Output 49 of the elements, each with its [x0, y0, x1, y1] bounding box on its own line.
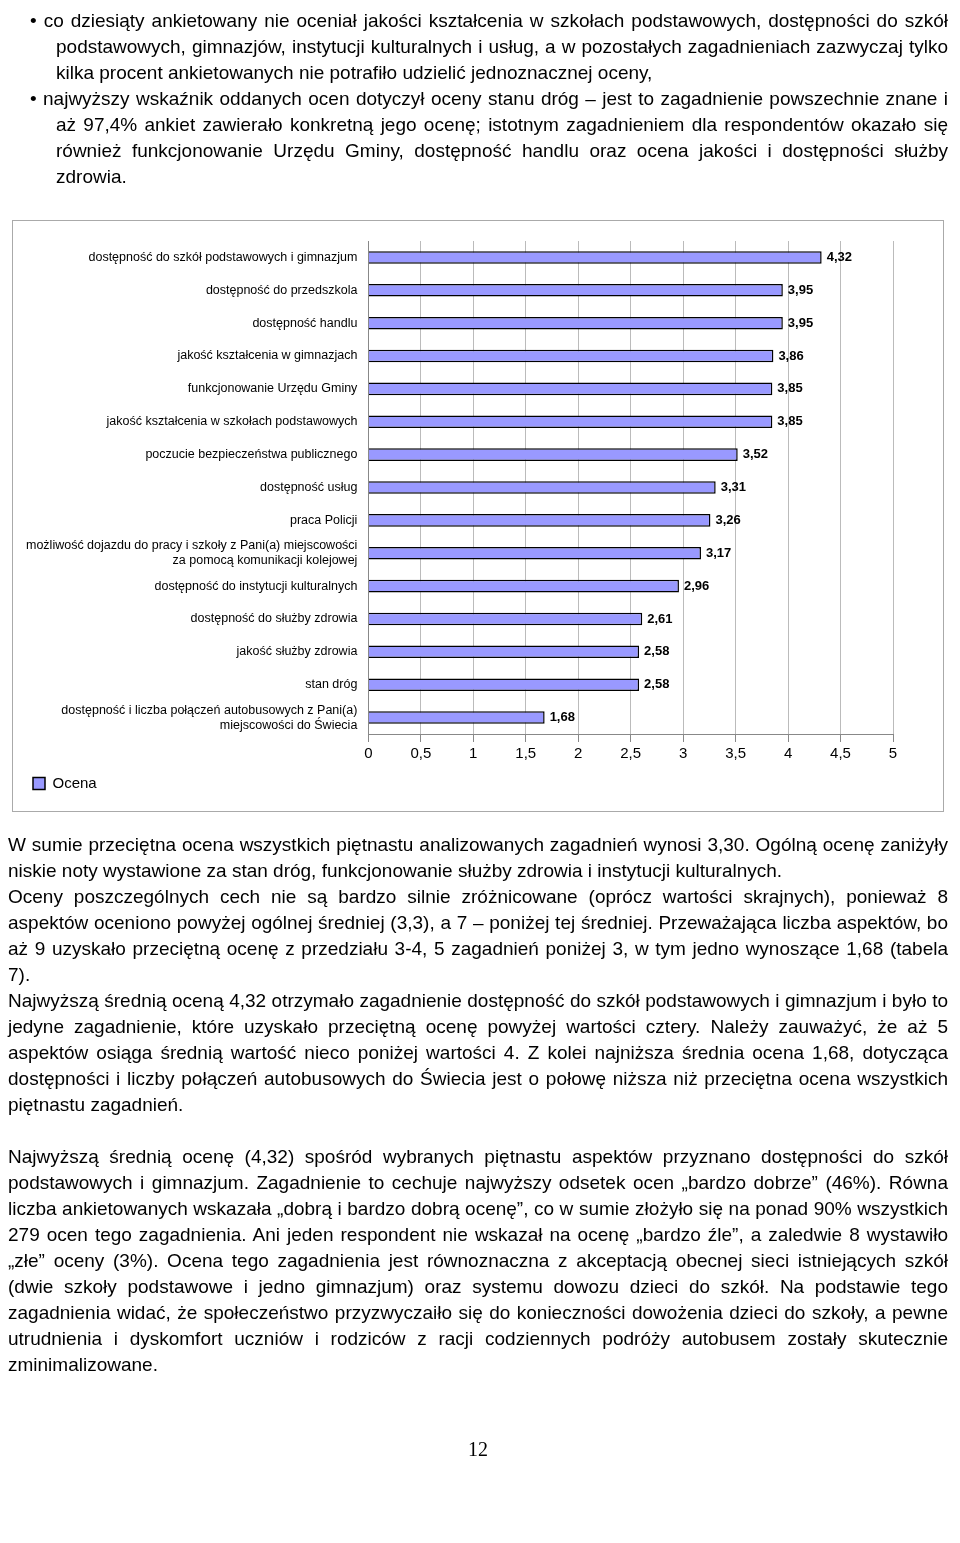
data-label: 3,95 [787, 281, 814, 297]
y-tick-label: dostępność do służby zdrowia [190, 611, 358, 626]
x-tick-label: 2,5 [620, 744, 642, 762]
y-tick-label: jakość służby zdrowia [235, 644, 358, 659]
data-label: 4,32 [826, 249, 852, 265]
text: • najwyższy wskaźnik oddanych ocen dotyczył oceny stanu dróg – jest to zagadnienie powszechnie znane i aż 97,4% ankiet zawierało konkretną jego ocenę; istotnym zagadnieniem dla respondentów okazało się również funkcjonowanie Urzędu Gminy, dostępność handlu oraz ocena jakości i dostępności służby zdrowia. [30, 87, 948, 189]
y-tick-label: praca Policji [289, 512, 358, 527]
data-label: 3,52 [742, 446, 769, 462]
text: 12 [467, 1438, 489, 1461]
y-tick-label: jakość kształcenia w szkołach podstawowych [105, 414, 358, 429]
data-label: 3,95 [787, 314, 814, 330]
y-tick-label: dostępność handlu [252, 315, 358, 330]
data-label: 3,86 [778, 347, 804, 363]
legend-label: Ocena [52, 773, 98, 791]
data-label: 2,58 [644, 676, 670, 692]
y-tick-label: dostępność do przedszkola [205, 282, 358, 297]
x-tick-label: 0 [364, 744, 373, 762]
x-tick-label: 4 [783, 744, 793, 762]
data-label: 2,61 [647, 610, 673, 626]
data-label: 3,31 [720, 479, 746, 495]
data-label: 3,85 [777, 380, 803, 396]
y-tick-label: jakość kształcenia w gimnazjach [176, 348, 358, 363]
y-tick-label: dostępność usług [260, 479, 358, 494]
y-tick-label: dostępność i liczba połączeń autobusowych z Pani(a) miejscowości do Świecia [61, 702, 358, 732]
data-label: 3,85 [777, 413, 803, 429]
text: Najwyższą średnią oceną 4,32 otrzymało zagadnienie dostępność do szkół podstawowych i gimnazjum i było to jedyne zagadnienie, które uzyskało przeciętną ocenę powyżej wartości cztery. Należy zauważyć, że aż 5 aspektów osiąga średnią wartość nieco poniżej wartości 4. Z kolei najniższa średnia ocena 1,68, dotycząca dostępności i liczby połączeń autobusowych do Świecia jest o połowę niższa niż przeciętna ocena wszystkich piętnastu zagadnień. [8, 989, 948, 1117]
y-tick-label: funkcjonowanie Urzędu Gminy [187, 381, 359, 396]
data-label: 1,68 [549, 709, 575, 725]
data-label: 3,17 [705, 544, 732, 560]
y-tick-label: dostępność do szkół podstawowych i gimnazjum [88, 249, 358, 264]
x-tick-label: 0,5 [410, 744, 432, 762]
x-tick-label: 2 [574, 744, 583, 762]
x-tick-label: 3 [678, 744, 688, 762]
data-label: 2,58 [644, 643, 670, 659]
y-tick-label: stan dróg [305, 677, 358, 692]
x-tick-label: 4,5 [830, 744, 851, 762]
x-tick-label: 5 [888, 744, 898, 762]
data-label: 2,96 [683, 577, 710, 593]
x-tick-label: 3,5 [725, 744, 747, 762]
text: • co dziesiąty ankietowany nie oceniał jakości kształcenia w szkołach podstawowych, dostępności do szkół podstawowych, gimnazjów, instytucji kulturalnych i usług, a w pozostałych zagadnieniach zazwyczaj tylko kilka procent ankietowanych nie potrafiło udzielić jednoznacznej oceny, [30, 9, 948, 85]
text: Najwyższą średnią ocenę (4,32) spośród wybranych piętnastu aspektów przyznano dostępności do szkół podstawowych i gimnazjum. Zagadnienie to cechuje najwyższy odsetek ocen „bardzo dobrze” (46%). Równa liczba ankietowanych wskazała „dobrą i bardzo dobrą ocenę”, co w sumie złożyło się na ponad 90% wszystkich 279 ocen tego zagadnienia. Ani jeden respondent nie wskazał na ocenę „bardzo źle”, a zaledwie 8 wystawiło „złe” oceny (3%). Ocena tego zagadnienia jest równoznaczna z akceptacją obecnej sieci istniejących szkół (dwie szkoły podstawowe i jedno gimnazjum) oraz systemu dowozu dzieci do szkół. Na podstawie tego zagadnienia widać, że społeczeństwo przyzwyczaiło się do konieczności dowożenia dzieci do szkoły, a pewne utrudnienia i dyskomfort uczniów i rodziców z racji codziennych podróży autobusem zostały skutecznie zminimalizowane. [8, 1146, 948, 1375]
text: W sumie przeciętna ocena wszystkich piętnastu analizowanych zagadnień wynosi 3,30. Ogólną ocenę zaniżyły niskie noty wystawione za stan dróg, funkcjonowanie służby zdrowia i instytucji kulturalnych. [8, 833, 948, 883]
y-tick-label: dostępność do instytucji kulturalnych [154, 578, 358, 593]
text: Oceny poszczególnych cech nie są bardzo silnie zróżnicowane (oprócz wartości skrajnych), ponieważ 8 aspektów oceniono powyżej ogólnej średniej (3,3), a 7 – poniżej tej średniej. Przeważająca liczba aspektów, bo aż 9 uzyskało przeciętną ocenę z przedziału 3-4, 5 zagadnień poniżej 3, w tym jedno wynoszące 1,68 (tabela 7). [8, 885, 948, 987]
y-tick-label: poczucie bezpieczeństwa publicznego [145, 447, 358, 462]
x-tick-label: 1,5 [515, 744, 537, 762]
data-label: 3,26 [715, 511, 741, 527]
x-tick-label: 1 [469, 744, 478, 762]
y-tick-label: możliwość dojazdu do pracy i szkoły z Pani(a) miejscowości za pomocą komunikacji kolejowej [25, 538, 358, 568]
